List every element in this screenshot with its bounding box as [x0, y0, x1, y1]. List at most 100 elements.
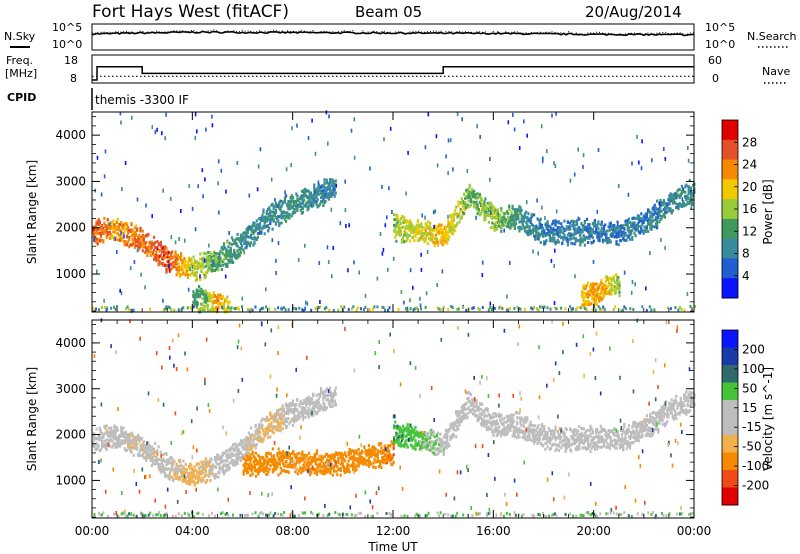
- velocity-cell: [253, 465, 256, 469]
- velocity-cell: [111, 439, 114, 443]
- velocity-cell: [280, 468, 284, 472]
- power-cell: [581, 240, 584, 244]
- velocity-cell: [119, 442, 122, 446]
- power-cell: [221, 263, 224, 267]
- velocity-cell: [263, 466, 267, 470]
- power-cell: [180, 254, 183, 258]
- velocity-cell: [322, 465, 325, 469]
- power-cell: [121, 187, 123, 192]
- power-cell: [625, 238, 628, 242]
- velocity-cell: [207, 473, 210, 477]
- power-cell: [196, 295, 199, 299]
- power-cell: [663, 147, 665, 151]
- power-cell: [348, 223, 350, 228]
- velocity-cell: [281, 421, 284, 425]
- velocity-cell: [156, 461, 159, 465]
- power-cell: [280, 204, 283, 208]
- velocity-cell: [269, 464, 272, 468]
- power-cell: [230, 236, 233, 240]
- power-cell: [616, 278, 619, 282]
- power-cell: [173, 265, 176, 268]
- power-cell: [621, 308, 624, 312]
- power-cell: [678, 188, 681, 191]
- power-cell: [183, 257, 186, 261]
- power-cell: [449, 213, 452, 217]
- power-cell: [661, 201, 664, 205]
- velocity-cell: [183, 472, 186, 476]
- velocity-cell: [276, 409, 279, 413]
- power-cell: [381, 305, 383, 309]
- nave-label: Nave: [762, 65, 790, 78]
- velocity-cell: [313, 406, 316, 410]
- power-cell: [593, 305, 596, 309]
- power-cell: [364, 293, 367, 298]
- power-cell: [141, 229, 144, 233]
- velocity-cell: [154, 442, 157, 445]
- power-cell: [475, 200, 478, 204]
- power-cell: [589, 284, 592, 288]
- velocity-cell: [171, 475, 174, 479]
- velocity-cell: [95, 427, 98, 431]
- power-cell: [217, 293, 220, 297]
- velocity-cell: [306, 466, 309, 469]
- velocity-cell: [306, 409, 309, 413]
- power-cell: [158, 249, 161, 253]
- power-cell: [602, 295, 605, 299]
- velocity-cell: [121, 430, 124, 434]
- velocity-cell: [280, 451, 284, 455]
- power-cell: [252, 232, 255, 236]
- velocity-cell: [304, 411, 307, 415]
- velocity-cell: [326, 452, 329, 456]
- power-cell: [232, 238, 235, 242]
- velocity-cell: [131, 438, 134, 442]
- power-cell: [238, 239, 241, 243]
- power-cell: [218, 252, 221, 256]
- power-cell: [362, 308, 365, 311]
- power-cell: [476, 124, 478, 129]
- power-cell: [145, 241, 148, 245]
- power-cell: [508, 208, 511, 212]
- colorbar-swatch: [722, 218, 738, 240]
- power-cell: [226, 240, 229, 244]
- power-cell: [398, 231, 401, 234]
- velocity-cell: [297, 417, 300, 421]
- power-cell: [584, 307, 587, 310]
- power-cell: [608, 225, 611, 229]
- power-cell: [441, 233, 444, 237]
- velocity-cell: [220, 454, 223, 458]
- power-cell: [132, 234, 135, 238]
- velocity-cell: [180, 470, 183, 474]
- velocity-cell: [129, 446, 132, 450]
- power-cell: [649, 214, 652, 218]
- power-cell: [640, 229, 643, 233]
- power-cell: [321, 191, 324, 195]
- power-cell: [234, 251, 237, 255]
- velocity-cell: [318, 393, 322, 397]
- power-cell: [508, 219, 511, 223]
- power-cell: [602, 283, 605, 287]
- power-cell: [220, 246, 223, 249]
- power-cell: [465, 308, 468, 312]
- power-cell: [105, 235, 108, 238]
- power-cell: [167, 305, 170, 309]
- power-cell: [138, 240, 141, 244]
- power-cell: [420, 267, 423, 272]
- velocity-cell: [208, 474, 211, 478]
- power-cell: [685, 198, 688, 202]
- power-cell: [129, 243, 132, 247]
- power-cell: [685, 203, 688, 207]
- velocity-cell: [146, 450, 149, 454]
- noise-lines: [91, 29, 695, 37]
- power-cell: [191, 269, 194, 273]
- velocity-cell: [133, 447, 136, 450]
- velocity-cell: [162, 464, 165, 467]
- velocity-cell: [141, 454, 144, 457]
- velocity-cell: [227, 468, 230, 472]
- power-cell: [391, 210, 393, 214]
- power-cell: [610, 228, 613, 231]
- power-cell: [229, 309, 232, 313]
- velocity-cell: [281, 409, 284, 413]
- power-cell: [416, 225, 419, 229]
- velocity-cell: [190, 471, 193, 475]
- velocity-cell: [280, 418, 283, 422]
